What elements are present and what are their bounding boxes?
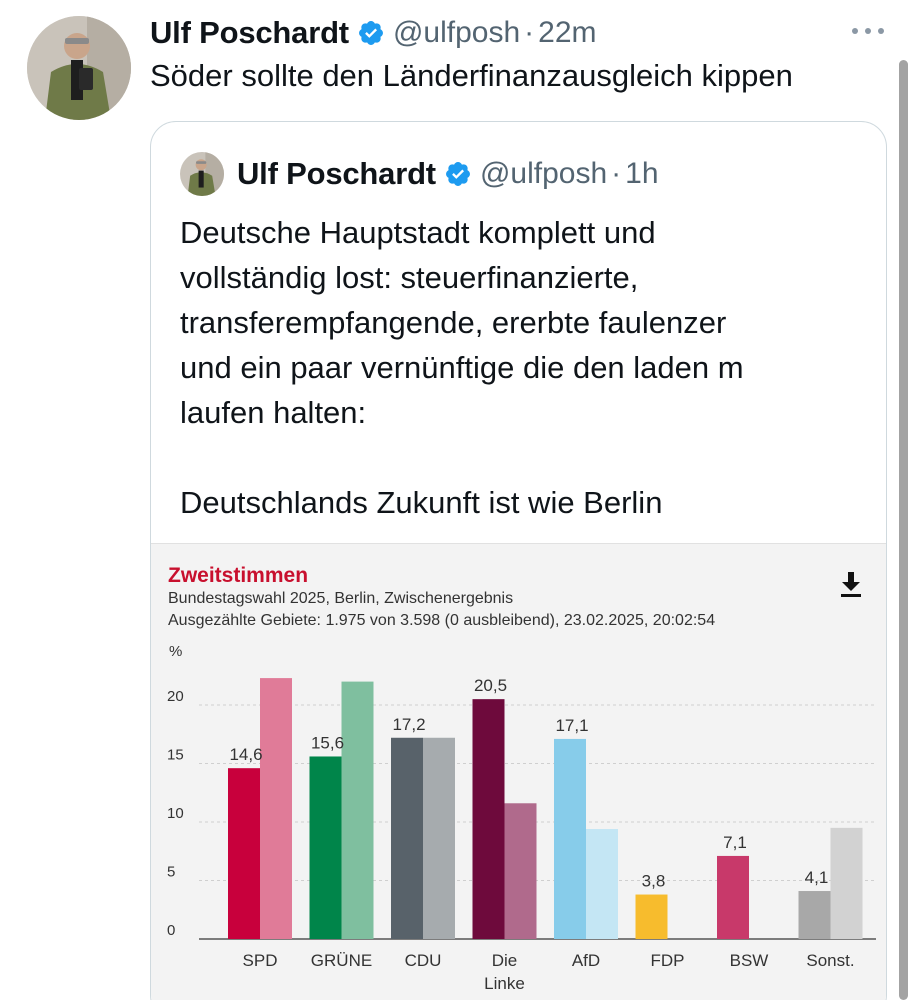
bar-chart: % 0 5 10 15 20 14,6 SPD 15,6 GRÜNE 17,2 CDU 20,5 Die L… <box>167 643 876 993</box>
bar-previous-die-linke <box>504 803 537 939</box>
y-tick-label: 10 <box>167 805 184 822</box>
bar-current-sonst- <box>798 891 831 939</box>
quoted-author-avatar <box>180 152 224 196</box>
quoted-author-name: Ulf Poschardt <box>237 156 436 191</box>
author-name[interactable]: Ulf Poschardt <box>150 15 349 50</box>
tweet-header: Ulf Poschardt @ulfposh · 22m <box>150 12 597 54</box>
bar-current-afd <box>554 738 586 939</box>
x-tick-label: Die <box>492 951 518 970</box>
bar-previous-spd <box>260 678 292 939</box>
quoted-text-line <box>180 435 870 480</box>
chart-image[interactable]: Zweitstimmen Bundestagswahl 2025, Berlin… <box>151 543 886 1000</box>
bar-previous-cdu <box>423 737 455 939</box>
quoted-tweet-text: Deutsche Hauptstadt komplett und vollstä… <box>180 210 870 525</box>
x-tick-label: Sonst. <box>806 951 854 970</box>
x-tick-label: Linke <box>484 974 525 993</box>
timestamp[interactable]: 22m <box>538 16 597 49</box>
y-tick-label: 0 <box>167 922 175 939</box>
data-label: 3,8 <box>642 872 666 891</box>
data-label: 7,1 <box>723 833 747 852</box>
verified-badge-icon <box>357 19 385 47</box>
data-label: 17,1 <box>555 716 588 735</box>
y-axis-unit-label: % <box>169 643 182 660</box>
chart-title: Zweitstimmen <box>168 564 309 587</box>
data-label: 20,5 <box>474 676 507 695</box>
more-options-icon[interactable] <box>848 16 888 46</box>
data-label: 4,1 <box>805 868 829 887</box>
tweet-text: Söder sollte den Länderfinanzausgleich k… <box>150 58 793 93</box>
separator-dot: · <box>611 157 622 190</box>
author-avatar[interactable] <box>27 16 131 120</box>
y-tick-label: 20 <box>167 688 184 705</box>
quoted-text-line: und ein paar vernünftige die den laden m <box>180 350 744 385</box>
y-tick-label: 5 <box>167 864 175 881</box>
bar-previous-afd <box>586 829 618 939</box>
chart-subtitle: Bundestagswahl 2025, Berlin, Zwischenerg… <box>168 590 514 607</box>
bar-current-spd <box>228 768 260 939</box>
quoted-text-line: vollständig lost: steuerfinanzierte, <box>180 260 639 295</box>
separator-dot: · <box>524 16 535 49</box>
verified-badge-icon <box>444 160 472 188</box>
x-tick-label: FDP <box>651 951 685 970</box>
bar-current-fdp <box>635 894 668 939</box>
quoted-text-line: Deutschlands Zukunft ist wie Berlin <box>180 485 663 520</box>
bar-current-die-linke <box>472 699 505 939</box>
quoted-text-line: Deutsche Hauptstadt komplett und <box>180 215 656 250</box>
x-tick-label: BSW <box>730 951 769 970</box>
data-label: 15,6 <box>311 733 344 752</box>
data-label: 14,6 <box>229 745 262 764</box>
bar-current-cdu <box>391 737 423 939</box>
bar-current-gr-ne <box>309 756 342 939</box>
bar-current-bsw <box>717 855 749 939</box>
bar-previous-gr-ne <box>341 681 374 939</box>
download-icon[interactable] <box>839 570 863 598</box>
chart-subtitle-details: Ausgezählte Gebiete: 1.975 von 3.598 (0 … <box>168 612 716 629</box>
scrollbar[interactable] <box>899 60 908 1000</box>
quoted-author-handle: @ulfposh <box>479 157 608 190</box>
quoted-text-line: transferempfangende, ererbte faulenzer <box>180 305 727 340</box>
data-label: 17,2 <box>392 715 425 734</box>
quoted-tweet-header: Ulf Poschardt @ulfposh · 1h <box>237 154 659 194</box>
x-tick-label: CDU <box>405 951 442 970</box>
x-tick-label: GRÜNE <box>311 951 372 970</box>
x-tick-label: AfD <box>572 951 600 970</box>
quoted-timestamp: 1h <box>625 157 659 190</box>
author-handle[interactable]: @ulfposh <box>392 16 521 49</box>
quoted-tweet-card[interactable]: Ulf Poschardt @ulfposh · 1h Deutsche Hau… <box>150 121 887 1000</box>
x-tick-label: SPD <box>243 951 278 970</box>
y-tick-label: 15 <box>167 747 184 764</box>
bar-previous-sonst- <box>830 827 863 939</box>
quoted-text-line: laufen halten: <box>180 395 367 430</box>
